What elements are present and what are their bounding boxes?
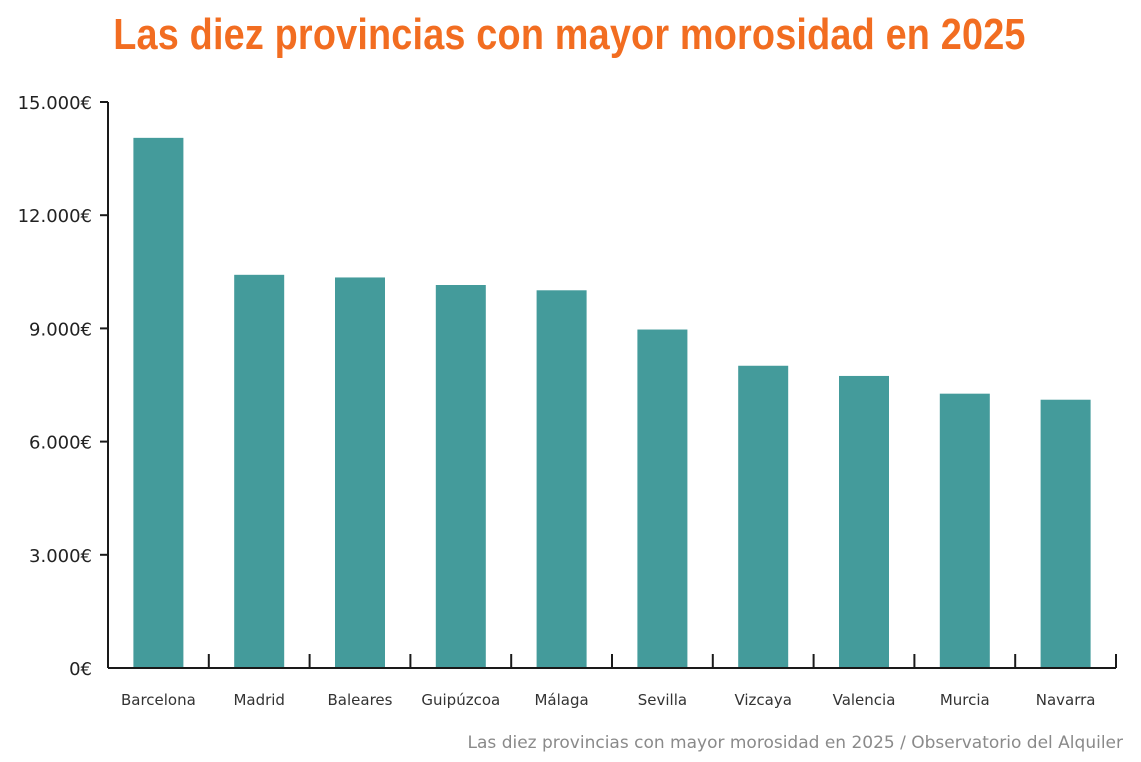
bars-group [133,137,1091,668]
y-tick-label: 6.000€ [29,433,92,454]
source-caption: Las diez provincias con mayor morosidad … [467,733,1123,753]
x-category-label: Valencia [833,691,896,709]
x-category-label: Baleares [328,691,393,709]
bar-murcia [939,393,990,668]
bar-navarra [1040,399,1091,668]
y-tick-label: 0€ [69,659,92,680]
y-tick-label: 9.000€ [29,319,92,340]
bar-málaga [536,290,587,668]
x-category-label: Málaga [534,691,588,709]
bar-sevilla [637,329,688,668]
x-category-label: Navarra [1036,691,1096,709]
bar-vizcaya [738,365,789,668]
x-category-label: Barcelona [121,691,196,709]
bar-valencia [839,375,889,668]
y-tick-label: 15.000€ [18,93,92,114]
x-category-label: Madrid [233,691,285,709]
x-category-label: Guipúzcoa [421,691,500,709]
bar-guipúzcoa [435,285,486,668]
x-category-label: Sevilla [638,691,687,709]
y-axis-group: 0€ 3.000€ 6.000€ 9.000€ 12.000€ 15.000€ [18,93,109,680]
chart-title: Las diez provincias con mayor morosidad … [113,10,1026,59]
x-category-label: Vizcaya [734,691,791,709]
bar-madrid [234,274,285,668]
y-tick-label: 3.000€ [29,546,92,567]
x-category-label: Murcia [940,691,990,709]
y-tick-label: 12.000€ [18,206,92,227]
x-axis-group: Barcelona Madrid Baleares Guipúzcoa Málaga Se… [108,654,1117,709]
bar-barcelona [133,137,184,668]
bar-baleares [335,277,385,668]
